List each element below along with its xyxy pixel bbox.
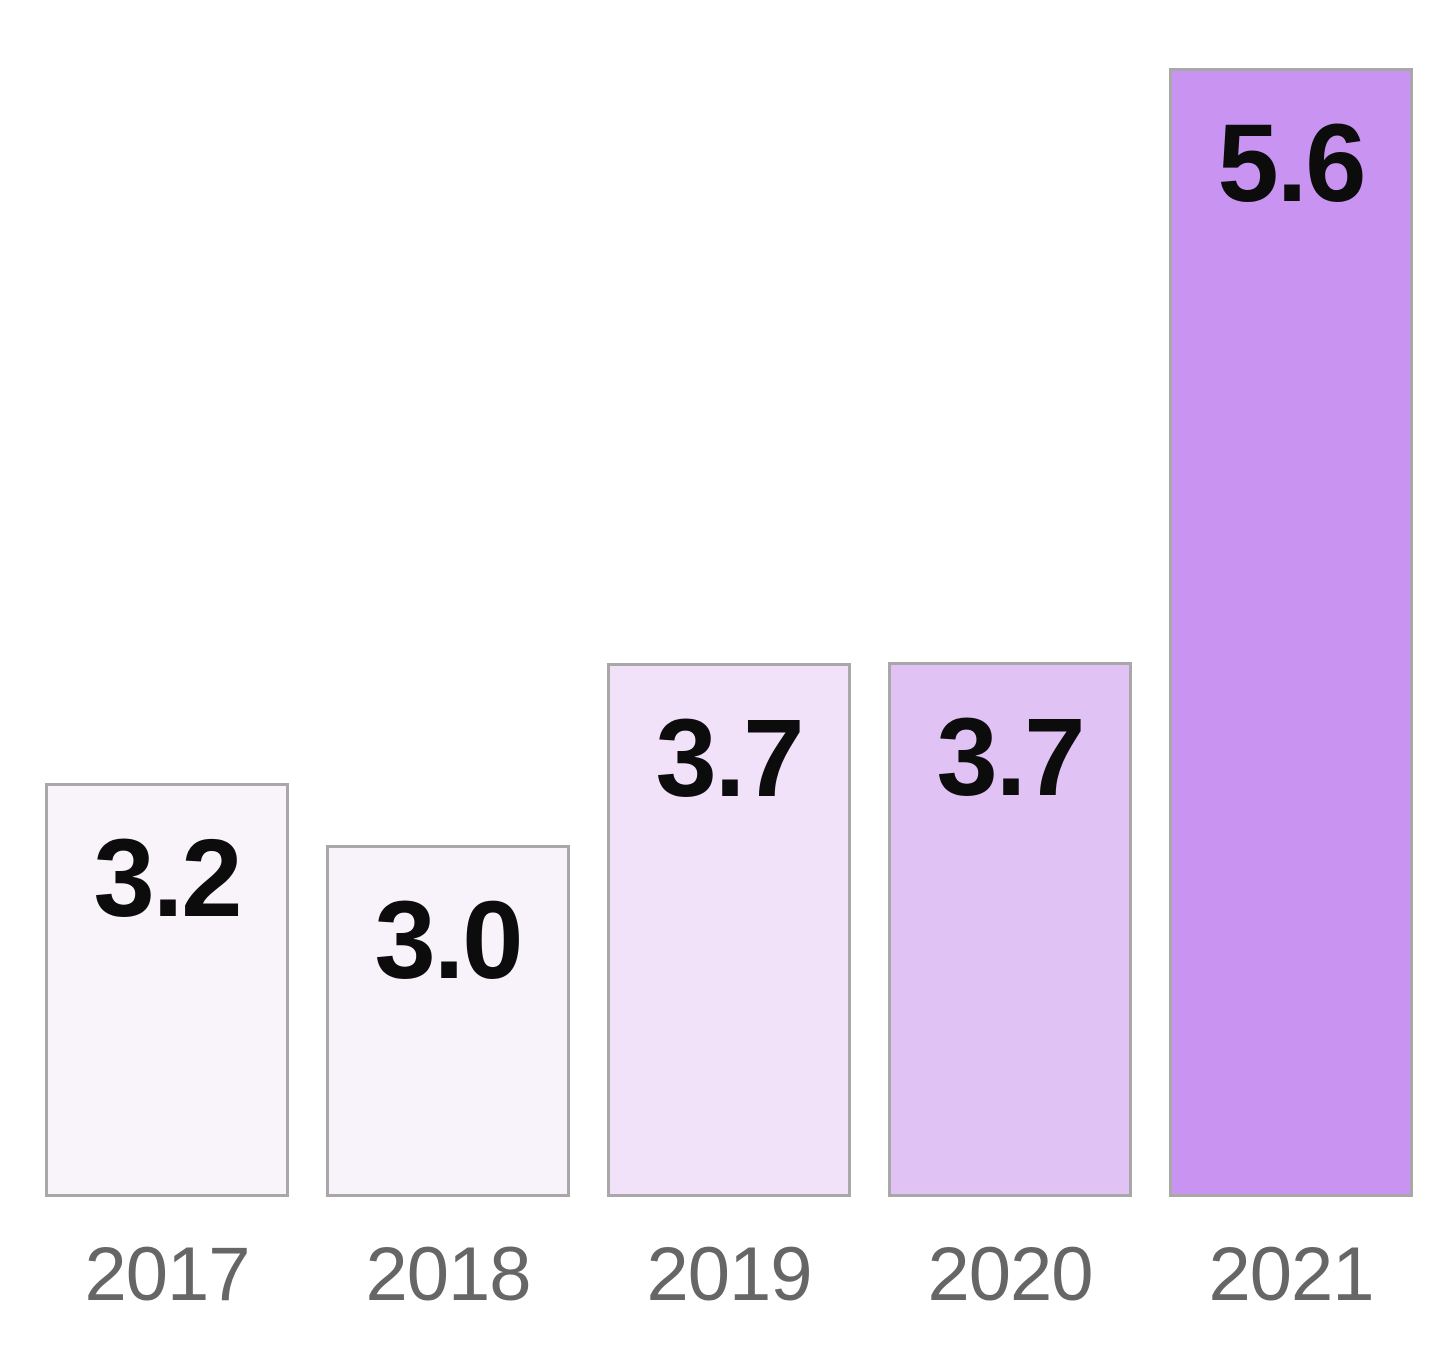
bar-2017: 3.2	[45, 783, 289, 1197]
plot-area: 3.2 2017 3.0 2018 3.7 2019 3.7 2020 5.6 2021	[45, 0, 1413, 1351]
bar-2021: 5.6	[1169, 68, 1413, 1197]
axis-label-2021: 2021	[1208, 1232, 1374, 1317]
bar-value-label: 5.6	[1217, 102, 1367, 225]
bar-2019: 3.7	[607, 663, 851, 1197]
bar-2020: 3.7	[888, 662, 1132, 1197]
bar-value-label: 3.7	[936, 696, 1086, 819]
axis-label-2018: 2018	[365, 1232, 531, 1317]
axis-label-2019: 2019	[646, 1232, 812, 1317]
bar-2018: 3.0	[326, 845, 570, 1197]
bar-column-2018: 3.0 2018	[326, 0, 570, 1351]
axis-label-2017: 2017	[84, 1232, 250, 1317]
bar-column-2019: 3.7 2019	[607, 0, 851, 1351]
bar-column-2020: 3.7 2020	[888, 0, 1132, 1351]
axis-label-2020: 2020	[927, 1232, 1093, 1317]
bar-column-2021: 5.6 2021	[1169, 0, 1413, 1351]
bar-value-label: 3.0	[374, 879, 524, 1002]
bar-value-label: 3.7	[655, 697, 805, 820]
bar-value-label: 3.2	[93, 817, 243, 940]
bar-column-2017: 3.2 2017	[45, 0, 289, 1351]
